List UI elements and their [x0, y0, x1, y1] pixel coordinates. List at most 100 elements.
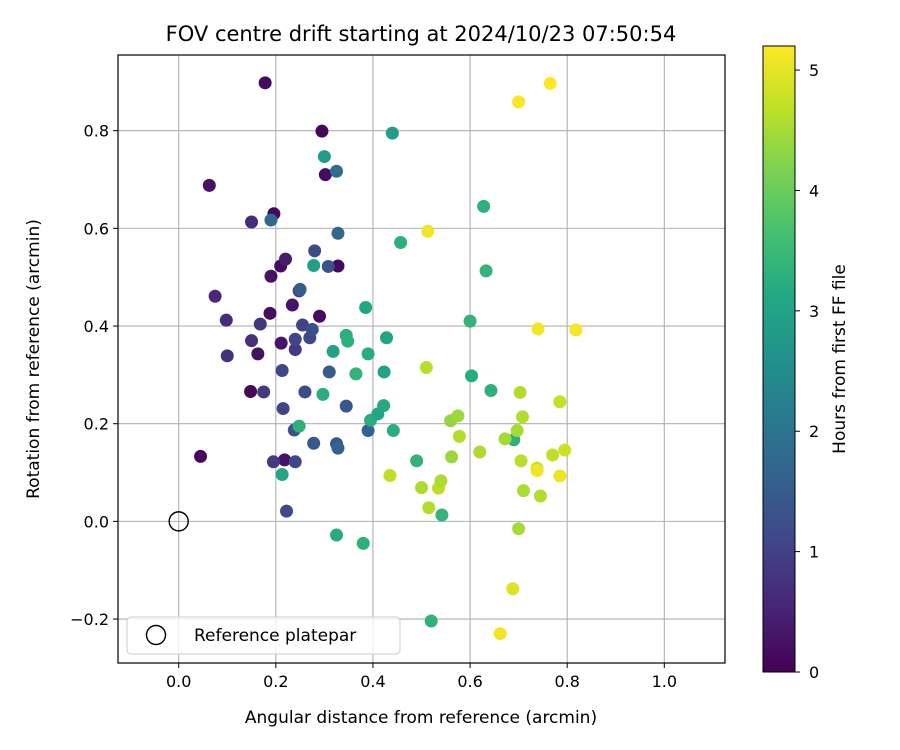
data-point [422, 501, 436, 515]
data-point [263, 306, 277, 320]
data-point [308, 244, 322, 258]
data-point [415, 481, 428, 495]
y-tick-label: 0.4 [84, 317, 109, 336]
data-point [275, 467, 289, 481]
data-point [484, 383, 498, 397]
reference-marker-group [168, 511, 189, 532]
data-point [251, 347, 265, 361]
data-point [322, 365, 336, 379]
data-point [288, 455, 302, 469]
data-point [479, 264, 493, 278]
data-point [307, 436, 321, 450]
data-point [506, 582, 520, 596]
y-tick-label: 0.6 [84, 219, 109, 238]
data-point [264, 269, 278, 283]
data-point [194, 449, 208, 463]
data-point [473, 445, 487, 459]
data-point [278, 453, 292, 467]
data-point [385, 126, 399, 140]
y-tick-label: 0.2 [84, 415, 109, 434]
y-axis-ticks: −0.2 0.0 0.2 0.4 0.6 0.8 [70, 122, 118, 629]
colorbar-gradient [762, 45, 796, 673]
data-point [533, 489, 547, 503]
data-point [419, 361, 433, 375]
data-points [194, 76, 583, 641]
data-point [452, 429, 466, 443]
data-point [380, 331, 394, 345]
legend-box [126, 616, 401, 655]
colorbar: 0 1 2 3 4 5 Hours from first FF file [762, 45, 850, 682]
colorbar-tick-label: 1 [809, 543, 819, 562]
data-point [349, 367, 363, 381]
y-tick-label: −0.2 [70, 610, 109, 629]
data-point [546, 448, 560, 462]
legend-marker-reference [145, 624, 167, 646]
data-point [553, 395, 567, 409]
data-point [531, 322, 545, 336]
data-point [445, 450, 459, 464]
data-point [514, 454, 528, 468]
data-point [316, 387, 330, 401]
data-point [553, 469, 567, 483]
data-point [493, 627, 507, 641]
data-point [276, 402, 290, 416]
data-point [220, 349, 234, 363]
data-point [313, 309, 327, 323]
legend-entry-reference: Reference platepar [194, 626, 356, 646]
data-point [359, 300, 373, 314]
data-point [516, 484, 530, 498]
data-point [361, 347, 375, 361]
colorbar-tick-label: 3 [809, 302, 819, 321]
data-point [424, 614, 438, 628]
data-point [356, 536, 370, 550]
data-point [245, 215, 259, 229]
data-point [394, 236, 408, 250]
data-point [253, 317, 267, 331]
data-point [513, 385, 527, 399]
data-point [421, 224, 435, 238]
data-point [331, 441, 345, 455]
data-point [386, 424, 400, 438]
data-point [435, 508, 449, 522]
colorbar-tick-label: 4 [809, 181, 819, 200]
x-axis-ticks: 0.0 0.2 0.4 0.6 0.8 1.0 [166, 663, 677, 691]
data-point [434, 474, 448, 488]
y-tick-label: 0.8 [84, 122, 109, 141]
data-point [219, 313, 233, 327]
colorbar-tick-label: 2 [809, 422, 819, 441]
data-point [383, 468, 397, 482]
data-point [377, 365, 391, 379]
data-point [266, 455, 280, 469]
x-tick-label: 0.2 [263, 672, 288, 691]
x-tick-label: 1.0 [652, 672, 677, 691]
x-tick-label: 0.8 [554, 672, 579, 691]
x-tick-label: 0.6 [457, 672, 482, 691]
grid-lines [118, 55, 725, 663]
data-point [510, 424, 524, 438]
data-point [202, 178, 216, 192]
x-axis-label: Angular distance from reference (arcmin) [245, 708, 597, 728]
data-point [326, 344, 340, 358]
y-tick-label: 0.0 [84, 512, 109, 531]
data-point [293, 282, 307, 296]
data-point [285, 298, 299, 312]
data-point [543, 76, 557, 90]
x-tick-label: 0.4 [360, 672, 385, 691]
data-point [307, 258, 321, 272]
data-point [361, 424, 375, 438]
data-point [275, 363, 289, 377]
data-point [341, 334, 355, 348]
data-point [321, 259, 335, 273]
data-point [530, 464, 544, 478]
data-point [288, 332, 302, 346]
data-point [274, 336, 288, 350]
data-point [410, 454, 424, 468]
data-point [264, 213, 278, 227]
data-point [569, 323, 583, 337]
data-point [305, 322, 319, 336]
plot-frame [117, 54, 726, 664]
data-point [317, 150, 331, 164]
data-point [292, 419, 306, 433]
y-axis-label: Rotation from reference (arcmin) [24, 219, 44, 499]
